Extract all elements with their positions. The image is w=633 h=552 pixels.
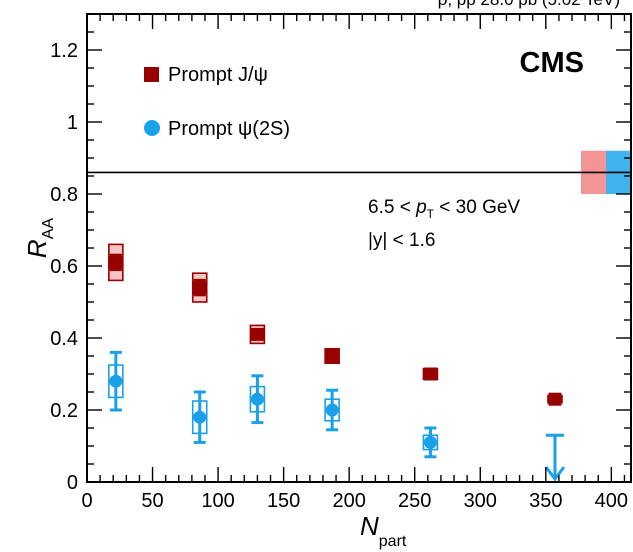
x-tick-label: 50	[141, 490, 163, 512]
y-tick-label: 0.4	[50, 328, 78, 350]
data-point-circle	[423, 435, 437, 449]
legend-marker-jpsi	[144, 67, 159, 82]
x-axis-label-main: N	[360, 511, 379, 541]
legend-label-psi2s: Prompt ψ(2S)	[168, 118, 290, 140]
x-tick-label: 0	[81, 490, 92, 512]
annotation-pt-post: < 30 GeV	[434, 197, 520, 218]
upper-limit-head	[544, 466, 566, 482]
upper-limit-arrow	[544, 433, 566, 482]
y-axis-label-main: R	[22, 239, 52, 258]
y-tick-label: 0.6	[50, 256, 78, 278]
x-tick-label: 100	[201, 490, 234, 512]
header-partial-text: ρ, pp 28.0 pb (5.02 TeV)	[438, 0, 620, 9]
data-point-square	[548, 392, 562, 406]
data-marks	[108, 243, 566, 482]
y-tick-label: 0	[67, 472, 78, 494]
annotation-pt-var: p	[415, 197, 427, 218]
data-point-circle	[193, 410, 207, 424]
legend: Prompt J/ψ Prompt ψ(2S)	[144, 64, 290, 140]
y-axis-label: RAA	[22, 218, 57, 258]
x-axis-label-sub: part	[379, 533, 407, 550]
data-point-circle	[325, 403, 339, 417]
y-tick-label: 0.2	[50, 400, 78, 422]
legend-marker-psi2s	[144, 120, 160, 136]
x-axis-label: Npart	[360, 511, 407, 550]
annotation-pt-sub: T	[427, 207, 435, 221]
cms-logo: CMS	[520, 47, 584, 79]
y-axis-ticks: 0 0.2 0.4 0.6 0.8 1 1.2	[50, 13, 631, 494]
y-axis-label-sub: AA	[40, 218, 57, 240]
data-point-square	[325, 349, 339, 363]
data-point-square	[250, 327, 264, 341]
data-point-square	[193, 281, 207, 295]
x-tick-label: 200	[332, 490, 365, 512]
legend-label-jpsi: Prompt J/ψ	[168, 64, 268, 86]
annotation-rapidity: |y| < 1.6	[368, 230, 435, 251]
y-tick-label: 1	[67, 112, 78, 134]
x-tick-label: 350	[529, 490, 562, 512]
y-tick-label: 1.2	[50, 40, 78, 62]
annotation-pt-pre: 6.5 <	[368, 197, 416, 218]
x-tick-label: 150	[267, 490, 300, 512]
data-point-square	[109, 255, 123, 269]
series-1	[108, 350, 439, 459]
x-axis-ticks: 0 50 100 150 200 250 300 350 400	[81, 14, 628, 512]
annotation-pt-range: 6.5 < pT < 30 GeV	[368, 197, 520, 221]
data-point-circle	[250, 392, 264, 406]
x-tick-label: 250	[398, 490, 431, 512]
data-point-square	[423, 367, 437, 381]
kinematic-annotation: 6.5 < pT < 30 GeV |y| < 1.6	[368, 197, 520, 251]
x-tick-label: 300	[464, 490, 497, 512]
series-0	[108, 243, 563, 406]
x-tick-label: 400	[595, 490, 628, 512]
y-tick-label: 0.8	[50, 184, 78, 206]
data-point-circle	[109, 374, 123, 388]
